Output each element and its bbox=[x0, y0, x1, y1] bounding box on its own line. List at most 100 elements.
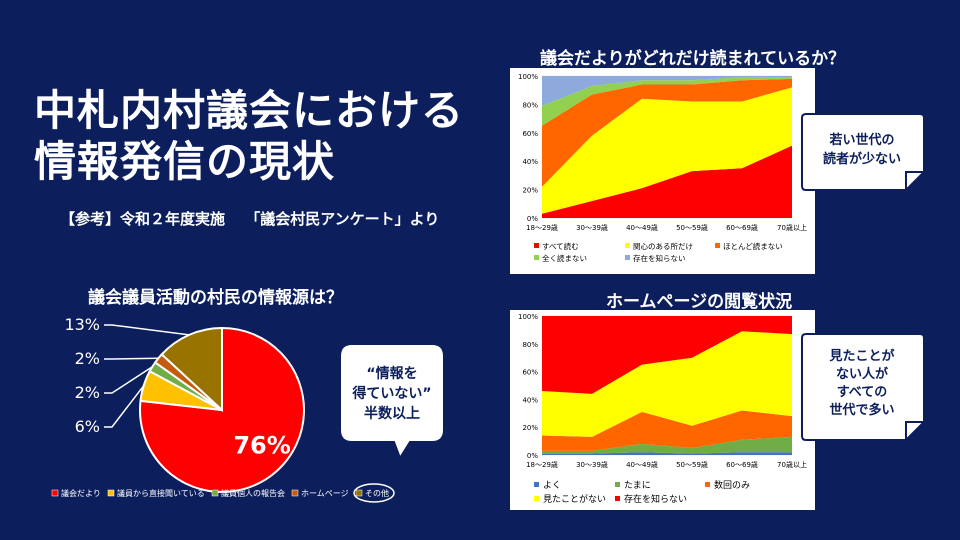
pie-legend-highlight bbox=[353, 483, 395, 503]
homepage-chart-panel: 0% 20% 40% 60% 80% 100% 18～29歳 30～39歳 40～49歳 50～5… bbox=[510, 310, 815, 510]
readers-ytick-2: 40% bbox=[522, 158, 538, 166]
homepage-legend-swatch-3 bbox=[705, 482, 710, 487]
pie-leader-3 bbox=[104, 366, 153, 394]
homepage-area-3 bbox=[542, 410, 792, 451]
homepage-ytick-2: 40% bbox=[522, 396, 538, 404]
readers-legend-swatch-2 bbox=[625, 243, 630, 248]
pie-label-2: 6% bbox=[75, 417, 100, 436]
homepage-ytick-5: 100% bbox=[518, 313, 538, 321]
pie-label-4: 2% bbox=[75, 349, 100, 368]
readers-ytick-0: 0% bbox=[527, 215, 538, 223]
title-line-2: 情報発信の現状 bbox=[34, 137, 336, 186]
pie-label-3: 2% bbox=[75, 383, 100, 402]
homepage-xtick-5: 60～69歳 bbox=[726, 460, 758, 469]
homepage-legend-swatch-2 bbox=[615, 482, 620, 487]
homepage-area-1 bbox=[542, 452, 792, 455]
readers-callout-bubble bbox=[801, 113, 925, 191]
homepage-legend-label-3: 数回のみ bbox=[714, 479, 750, 491]
pie-slice-1 bbox=[139, 326, 305, 493]
readers-callout-fold bbox=[905, 171, 924, 190]
pie-leader-4 bbox=[104, 357, 159, 360]
readers-legend-label-3: ほとんど読まない bbox=[723, 241, 783, 251]
readers-area-chart: 0% 20% 40% 60% 80% 100% 18～29歳 30～39歳 40～49歳 50～5… bbox=[518, 73, 807, 263]
homepage-legend-label-4: 見たことがない bbox=[543, 493, 606, 505]
homepage-callout-bubble bbox=[801, 333, 925, 441]
pie-callout-bubble bbox=[339, 343, 445, 461]
readers-chart-panel: 0% 20% 40% 60% 80% 100% 18～29歳 30～39歳 40～49歳 50～5… bbox=[510, 68, 815, 274]
pie-label-5: 13% bbox=[64, 315, 100, 334]
homepage-callout-line-2: ない人が bbox=[836, 366, 888, 382]
homepage-callout: 見たことが ない人が すべての 世代で多い bbox=[801, 333, 925, 441]
homepage-chart-title: ホームページの閲覧状況 bbox=[606, 292, 793, 312]
pie-legend-swatch-5 bbox=[355, 489, 363, 497]
homepage-legend-label-1: よく bbox=[543, 480, 561, 491]
homepage-ytick-1: 20% bbox=[522, 424, 538, 432]
pie-legend-swatch-1 bbox=[51, 489, 59, 497]
homepage-area-4 bbox=[542, 331, 792, 437]
readers-callout-line-2: 読者が少ない bbox=[823, 151, 901, 167]
homepage-legend-swatch-5 bbox=[615, 496, 620, 501]
readers-xtick-3: 40～49歳 bbox=[626, 223, 658, 232]
readers-legend-swatch-5 bbox=[625, 255, 630, 260]
readers-ytick-1: 20% bbox=[522, 187, 538, 195]
readers-ytick-5: 100% bbox=[518, 73, 538, 81]
pie-chart: 76% 6% 2% 2% 13% 議会だより 議員から直接聞いている 議員個人の報告会 ホームペ… bbox=[51, 315, 395, 503]
readers-area-2 bbox=[542, 87, 792, 214]
readers-xtick-5: 60～69歳 bbox=[726, 223, 758, 232]
pie-chart-title: 議会議員活動の村民の情報源は？ bbox=[88, 288, 343, 308]
slide-title: 中札内村議会における 情報発信の現状 bbox=[34, 85, 464, 187]
homepage-legend-swatch-4 bbox=[534, 496, 539, 501]
homepage-callout-line-3: すべての bbox=[837, 385, 888, 400]
readers-legend-swatch-4 bbox=[534, 255, 539, 260]
readers-area-5 bbox=[542, 76, 792, 106]
homepage-legend-swatch-1 bbox=[534, 482, 539, 487]
homepage-area-5 bbox=[542, 316, 792, 394]
pie-legend-label-4: ホームページ bbox=[301, 489, 349, 498]
pie-legend-label-1: 議会だより bbox=[61, 488, 101, 498]
pie-legend-swatch-3 bbox=[211, 489, 219, 497]
readers-legend-label-4: 全く読まない bbox=[542, 253, 587, 263]
homepage-callout-fold bbox=[905, 421, 924, 440]
pie-callout-line-1: “情報を bbox=[366, 365, 417, 382]
readers-xtick-4: 50～59歳 bbox=[676, 223, 708, 232]
homepage-xtick-6: 70歳以上 bbox=[777, 460, 807, 469]
homepage-ytick-0: 0% bbox=[527, 452, 538, 460]
homepage-ytick-4: 80% bbox=[522, 341, 538, 349]
readers-area-1 bbox=[542, 145, 792, 218]
pie-legend-swatch-4 bbox=[291, 489, 299, 497]
readers-xtick-6: 70歳以上 bbox=[777, 223, 807, 232]
readers-legend-label-5: 存在を知らない bbox=[633, 253, 686, 263]
readers-ytick-3: 60% bbox=[522, 130, 538, 138]
homepage-ytick-3: 60% bbox=[522, 369, 538, 377]
pie-callout: “情報を 得ていない” 半数以上 bbox=[339, 343, 445, 461]
readers-ytick-4: 80% bbox=[522, 101, 538, 109]
homepage-callout-line-1: 見たことが bbox=[828, 348, 894, 364]
readers-callout: 若い世代の 読者が少ない bbox=[801, 113, 925, 191]
pie-label-1: 76% bbox=[233, 432, 290, 460]
pie-legend-swatch-2 bbox=[107, 489, 115, 497]
readers-legend-swatch-3 bbox=[715, 243, 720, 248]
pie-callout-line-2: 得ていない” bbox=[351, 385, 431, 402]
homepage-callout-line-4: 世代で多い bbox=[829, 402, 894, 418]
homepage-legend-label-5: 存在を知らない bbox=[624, 493, 687, 505]
homepage-legend-label-2: たまに bbox=[624, 480, 651, 491]
pie-legend-label-2: 議員から直接聞いている bbox=[117, 488, 205, 498]
pie-slice-5 bbox=[160, 326, 223, 413]
homepage-area-chart: 0% 20% 40% 60% 80% 100% 18～29歳 30～39歳 40～49歳 50～5… bbox=[518, 313, 807, 505]
readers-xtick-2: 30～39歳 bbox=[576, 223, 608, 232]
title-line-1: 中札内村議会における bbox=[34, 86, 465, 135]
readers-area-4 bbox=[542, 77, 792, 126]
pie-leader-2 bbox=[104, 385, 145, 428]
homepage-xtick-3: 40～49歳 bbox=[626, 460, 658, 469]
homepage-xtick-1: 18～29歳 bbox=[526, 460, 558, 469]
readers-legend-label-2: 関心のある所だけ bbox=[633, 241, 693, 251]
pie-leader-5 bbox=[104, 324, 190, 336]
subtitle: 【参考】令和２年度実施 「議会村民アンケート」より bbox=[60, 210, 440, 228]
readers-legend-swatch-1 bbox=[534, 243, 539, 248]
homepage-xtick-2: 30～39歳 bbox=[576, 460, 608, 469]
readers-area-3 bbox=[542, 78, 792, 187]
readers-legend-label-1: すべて読む bbox=[542, 241, 579, 251]
homepage-xtick-4: 50～59歳 bbox=[676, 460, 708, 469]
homepage-area-2 bbox=[542, 436, 792, 454]
pie-legend-label-5: その他 bbox=[365, 488, 389, 498]
